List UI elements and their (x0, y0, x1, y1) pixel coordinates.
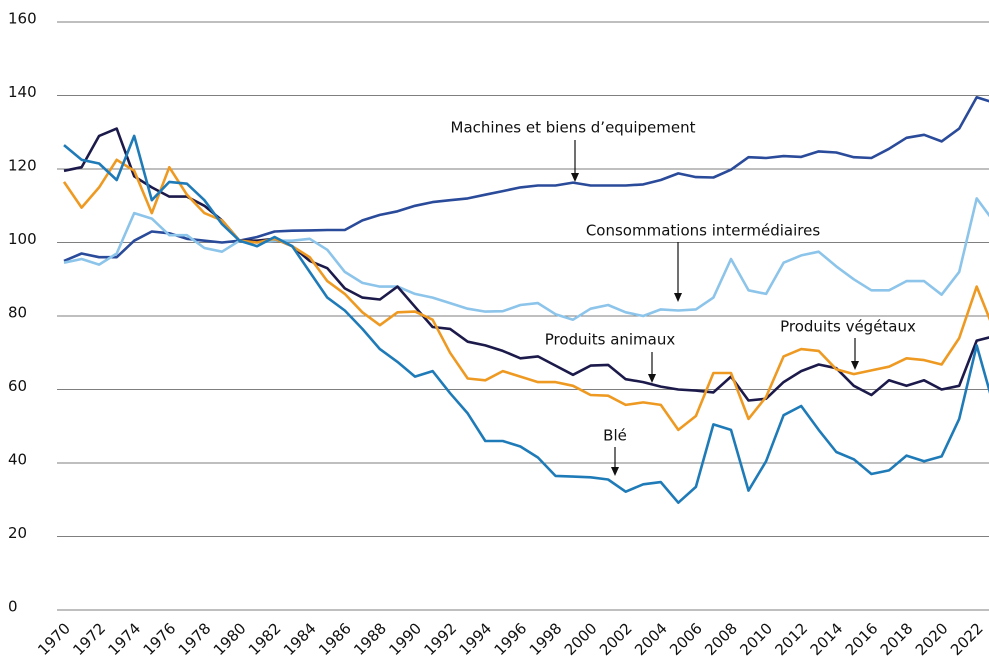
series-annotation: Produits animaux (545, 331, 676, 349)
x-tick-label: 1998 (526, 619, 566, 659)
series-line (63, 134, 989, 505)
plot-area (62, 96, 989, 505)
y-tick-label: 60 (8, 377, 27, 395)
annotation-arrowhead (674, 293, 682, 302)
y-tick-label: 120 (8, 157, 37, 175)
annotation-arrowhead (571, 173, 579, 182)
x-tick-label: 2000 (561, 619, 601, 659)
y-tick-label: 20 (8, 524, 27, 542)
y-tick-label: 140 (8, 83, 37, 101)
x-tick-label: 1970 (34, 619, 74, 659)
x-tick-label: 1994 (456, 619, 496, 659)
x-tick-label: 1976 (140, 619, 180, 659)
series-annotation: Blé (603, 427, 627, 445)
x-tick-label: 1982 (245, 619, 285, 659)
x-tick-label: 1996 (491, 619, 531, 659)
y-tick-label: 80 (8, 304, 27, 322)
y-tick-label: 160 (8, 10, 37, 28)
series-line (63, 197, 989, 322)
x-tick-label: 2008 (701, 619, 741, 659)
x-tick-label: 2022 (947, 619, 987, 659)
series-annotation: Machines et biens d’equipement (451, 119, 696, 137)
x-tick-label: 2006 (666, 619, 706, 659)
x-tick-label: 1992 (420, 619, 460, 659)
x-tick-label: 1980 (210, 619, 250, 659)
x-tick-label: 2004 (631, 619, 671, 659)
series-annotation: Produits végétaux (780, 318, 916, 336)
annotation-arrowhead (611, 467, 619, 476)
series-line (63, 96, 989, 263)
y-tick-label: 0 (8, 598, 18, 616)
annotation-arrowhead (851, 361, 859, 370)
x-tick-label: 2010 (736, 619, 776, 659)
annotation-arrowhead (648, 374, 656, 383)
x-tick-label: 1972 (69, 619, 109, 659)
x-tick-label: 1974 (104, 619, 144, 659)
x-tick-label: 1988 (350, 619, 390, 659)
x-tick-label: 1990 (385, 619, 425, 659)
x-tick-label: 1986 (315, 619, 355, 659)
x-tick-label: 2014 (807, 619, 847, 659)
x-tick-label: 2002 (596, 619, 636, 659)
y-tick-label: 100 (8, 230, 37, 248)
y-tick-label: 40 (8, 451, 27, 469)
x-tick-label: 2016 (842, 619, 882, 659)
x-tick-label: 2020 (912, 619, 952, 659)
x-tick-label: 2018 (877, 619, 917, 659)
x-tick-label: 1978 (175, 619, 215, 659)
x-tick-label: 2012 (771, 619, 811, 659)
series-annotation: Consommations intermédiaires (586, 222, 821, 240)
x-tick-label: 1984 (280, 619, 320, 659)
